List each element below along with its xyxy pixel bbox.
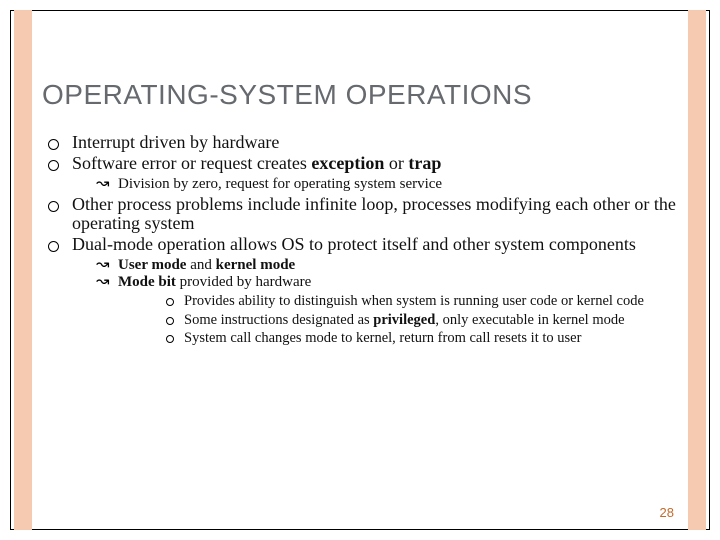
bullet-item: Software error or request creates except… xyxy=(42,154,678,193)
bullet-text: Some instructions designated as privileg… xyxy=(184,312,625,328)
border-left xyxy=(10,10,11,530)
bullet-text: Dual-mode operation allows OS to protect… xyxy=(72,234,636,254)
accent-stripe-left xyxy=(14,10,32,530)
sub-bullet-item: Mode bit provided by hardware Provides a… xyxy=(72,275,678,347)
bullet-text: Software error or request creates except… xyxy=(72,153,441,173)
accent-stripe-right xyxy=(688,10,706,530)
bullet-text: System call changes mode to kernel, retu… xyxy=(184,330,581,346)
border-right xyxy=(709,10,710,530)
sub-bullet-item: Division by zero, request for operating … xyxy=(72,177,678,193)
bullet-list: Interrupt driven by hardware Software er… xyxy=(42,133,678,347)
bullet-text: Mode bit provided by hardware xyxy=(118,274,311,290)
bullet-item: Other process problems include infinite … xyxy=(42,195,678,233)
border-bottom xyxy=(10,529,710,530)
bullet-text: User mode and kernel mode xyxy=(118,257,295,273)
page-number: 28 xyxy=(660,505,674,520)
slide-title: OPERATING-SYSTEM OPERATIONS xyxy=(42,80,678,109)
sub-bullet-item: User mode and kernel mode xyxy=(72,258,678,274)
bullet-text: Other process problems include infinite … xyxy=(72,194,676,233)
bullet-item: Interrupt driven by hardware xyxy=(42,133,678,152)
subsub-bullet-item: System call changes mode to kernel, retu… xyxy=(118,330,678,347)
bullet-text: Division by zero, request for operating … xyxy=(118,176,442,192)
sub-bullet-list: User mode and kernel mode Mode bit provi… xyxy=(72,258,678,348)
subsub-bullet-list: Provides ability to distinguish when sys… xyxy=(118,293,678,347)
bullet-text: Interrupt driven by hardware xyxy=(72,132,279,152)
bullet-item: Dual-mode operation allows OS to protect… xyxy=(42,235,678,347)
bullet-text: Provides ability to distinguish when sys… xyxy=(184,293,644,309)
sub-bullet-list: Division by zero, request for operating … xyxy=(72,177,678,193)
subsub-bullet-item: Some instructions designated as privileg… xyxy=(118,312,678,329)
subsub-bullet-item: Provides ability to distinguish when sys… xyxy=(118,293,678,310)
slide-content: OPERATING-SYSTEM OPERATIONS Interrupt dr… xyxy=(42,80,678,510)
border-top xyxy=(10,10,710,11)
